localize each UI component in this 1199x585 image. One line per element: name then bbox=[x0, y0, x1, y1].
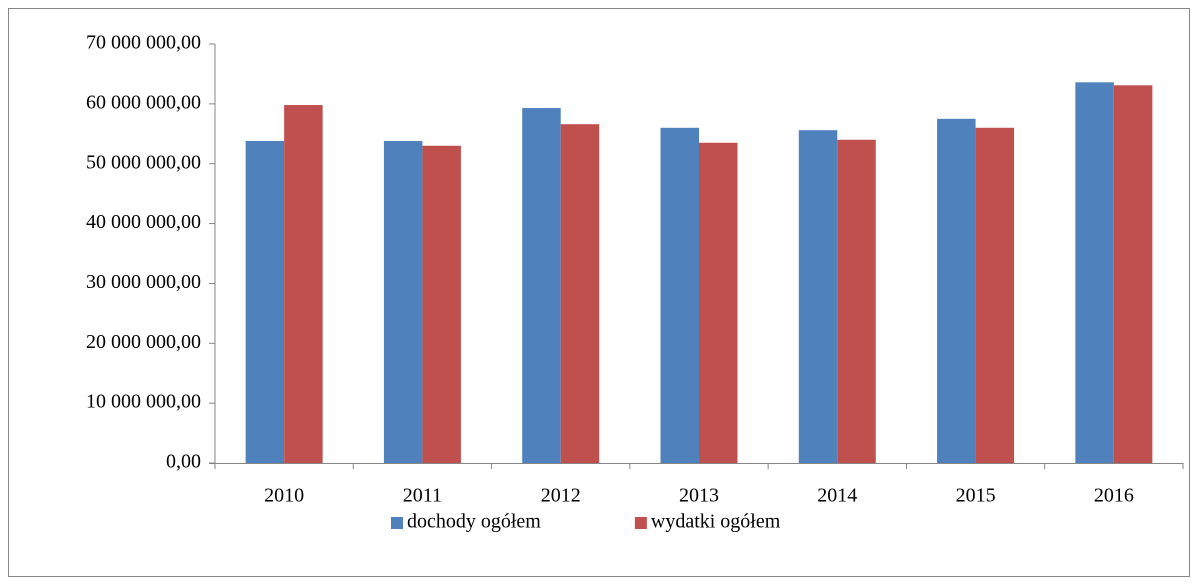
bar bbox=[660, 127, 699, 464]
y-tick-label: 30 000 000,00 bbox=[86, 271, 201, 293]
bar bbox=[422, 145, 461, 463]
x-tick-label: 2015 bbox=[956, 485, 996, 507]
legend-label: wydatki ogółem bbox=[651, 511, 781, 533]
y-tick-label: 40 000 000,00 bbox=[86, 211, 201, 233]
bar bbox=[383, 140, 423, 463]
bar bbox=[798, 130, 838, 464]
y-tick-label: 20 000 000,00 bbox=[86, 331, 201, 353]
x-tick-label: 2011 bbox=[403, 485, 442, 507]
bar bbox=[522, 108, 561, 463]
x-tick-label: 2016 bbox=[1094, 485, 1134, 507]
x-tick-label: 2014 bbox=[817, 485, 857, 507]
bar bbox=[245, 140, 285, 463]
y-tick-label: 70 000 000,00 bbox=[86, 32, 201, 54]
y-tick-label: 50 000 000,00 bbox=[86, 151, 201, 173]
y-tick-label: 10 000 000,00 bbox=[86, 391, 201, 413]
x-tick-label: 2013 bbox=[679, 485, 719, 507]
legend-swatch bbox=[634, 517, 647, 529]
y-tick-label: 0,00 bbox=[166, 451, 201, 473]
bar bbox=[1113, 85, 1153, 464]
bar bbox=[937, 118, 976, 464]
x-tick-label: 2012 bbox=[541, 485, 581, 507]
bar bbox=[975, 127, 1015, 464]
y-tick-label: 60 000 000,00 bbox=[86, 91, 201, 113]
legend-label: dochody ogółem bbox=[407, 511, 541, 533]
bar bbox=[560, 124, 600, 464]
bar bbox=[699, 142, 738, 463]
bar bbox=[1075, 82, 1114, 464]
bar bbox=[284, 105, 323, 463]
legend-swatch bbox=[391, 517, 403, 529]
bar bbox=[837, 139, 876, 463]
x-tick-label: 2010 bbox=[264, 485, 304, 507]
